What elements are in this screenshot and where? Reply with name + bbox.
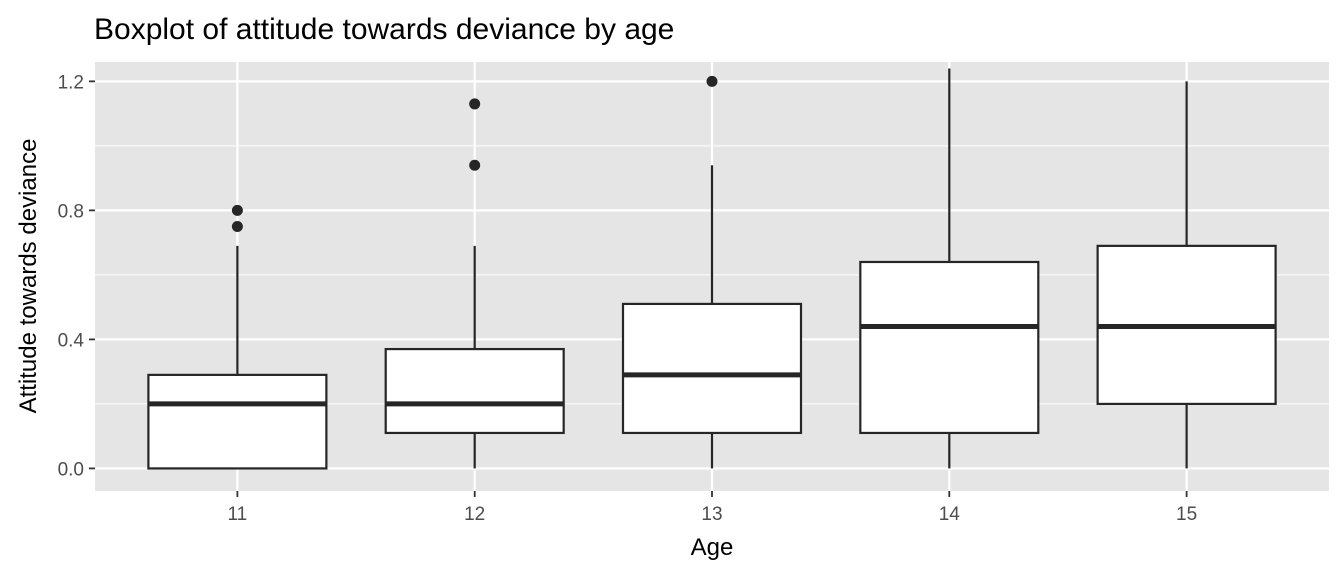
y-tick-label: 1.2 (58, 72, 84, 93)
box-series (147, 68, 1277, 470)
outlier-point (231, 221, 243, 233)
outlier-point (706, 75, 718, 87)
x-tick-label: 15 (1176, 504, 1197, 525)
box-group-age-14 (859, 68, 1040, 469)
y-tick-label: 0.0 (58, 459, 84, 480)
y-axis-title: Attitude towards deviance (15, 139, 42, 414)
x-tick-label: 12 (464, 504, 485, 525)
y-axis: 0.0 0.4 0.8 1.2 (58, 72, 95, 480)
x-tick-label: 13 (701, 504, 722, 525)
iqr-box (859, 260, 1040, 435)
x-axis-title: Age (691, 534, 734, 561)
box-group-age-15 (1096, 81, 1277, 469)
chart-title: Boxplot of attitude towards deviance by … (94, 13, 674, 46)
iqr-box (384, 347, 565, 435)
iqr-box (621, 302, 803, 435)
outlier-point (231, 204, 243, 216)
x-tick-label: 14 (939, 504, 961, 525)
box-group-age-13 (621, 75, 803, 469)
outlier-point (469, 159, 481, 171)
box-group-age-12 (384, 98, 565, 469)
outlier-point (469, 98, 481, 110)
box-group-age-11 (147, 204, 328, 470)
y-tick-label: 0.8 (58, 201, 84, 222)
x-tick-label: 11 (228, 504, 248, 525)
x-axis: 11 12 13 14 15 (228, 491, 1197, 525)
iqr-box (147, 373, 328, 470)
y-tick-label: 0.4 (58, 330, 85, 351)
